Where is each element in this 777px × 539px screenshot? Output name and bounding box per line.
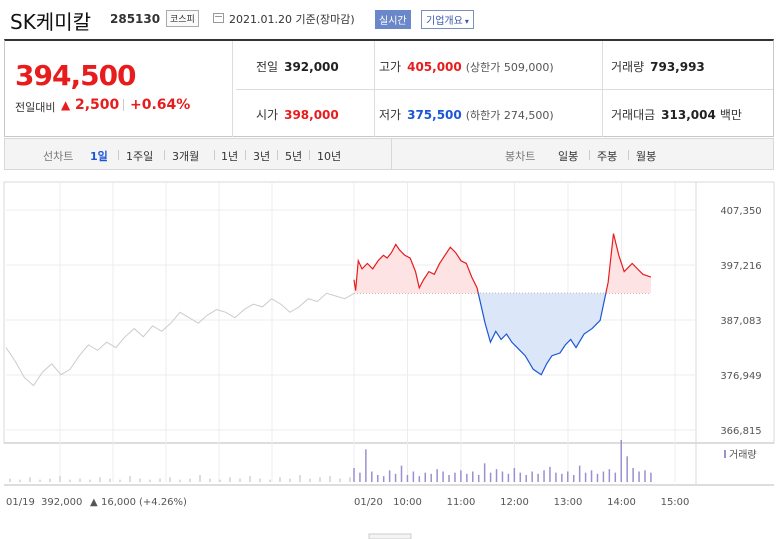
divider: [164, 150, 165, 160]
divider: [214, 150, 215, 160]
divider: [118, 150, 119, 160]
tab-1w[interactable]: 1주일: [126, 150, 154, 163]
divider: [309, 150, 310, 160]
realtime-button[interactable]: 실시간: [375, 10, 411, 29]
tab-1y[interactable]: 1년: [221, 150, 239, 163]
stock-header: SK케미칼 285130 코스피 2021.01.20 기준(장마감) 실시간 …: [0, 0, 777, 38]
current-price: 394,500: [15, 59, 137, 92]
y-tick-label: 397,216: [720, 261, 761, 272]
prev-day-change-pct: (+4.26%): [139, 497, 187, 508]
high-price: 고가 405,000 (상한가 509,000): [379, 60, 554, 74]
tab-1d[interactable]: 1일: [90, 150, 108, 163]
plot-frame: [3, 181, 775, 444]
price-line-up: [353, 243, 479, 294]
x-tick-label: 10:00: [393, 497, 422, 508]
y-tick-label: 407,350: [720, 206, 761, 217]
tab-monthly-candle[interactable]: 월봉: [636, 150, 657, 163]
x-tick-label: 12:00: [500, 497, 529, 508]
prev-day-change: 16,000: [101, 497, 136, 508]
corp-overview-button[interactable]: 기업개요 ▾: [421, 10, 474, 29]
price-line-down: [477, 293, 607, 376]
corp-overview-label: 기업개요: [426, 16, 463, 27]
divider: [589, 150, 590, 160]
low-price: 저가 375,500 (하한가 274,500): [379, 108, 554, 122]
change-label: 전일대비: [15, 101, 56, 114]
change-percent: +0.64%: [130, 97, 191, 113]
stock-code: 285130: [110, 12, 161, 26]
divider: [628, 150, 629, 160]
quote-date: 2021.01.20 기준(장마감): [229, 13, 355, 26]
y-tick-label: 366,815: [720, 426, 761, 437]
y-tick-label: 387,083: [720, 316, 761, 327]
open-price: 시가 398,000: [256, 108, 339, 122]
market-badge: 코스피: [166, 10, 199, 27]
prev-close: 전일 392,000: [256, 60, 339, 74]
price-line-up: [605, 233, 652, 294]
divider: [391, 139, 392, 169]
x-tick-label: 11:00: [447, 497, 476, 508]
stock-name: SK케미칼: [10, 10, 92, 34]
tab-daily-candle[interactable]: 일봉: [558, 150, 579, 163]
price-chart: 407,350 397,216 387,083 376,949 366,815 01/20…: [3, 181, 775, 539]
prev-day-line: [5, 292, 355, 387]
x-tick-label: 15:00: [661, 497, 690, 508]
volume: 거래량 793,993: [611, 60, 705, 74]
chart-tabs: 선차트 1일 1주일 3개월 1년 3년 5년 10년 봉차트 일봉 주봉 월봉: [4, 138, 774, 170]
down-area: [478, 293, 606, 375]
candle-chart-label: 봉차트: [505, 150, 536, 163]
calendar-icon: [213, 13, 224, 23]
tab-10y[interactable]: 10년: [317, 150, 342, 163]
up-arrow-icon: ▲: [90, 497, 98, 508]
divider: [232, 41, 233, 137]
tab-5y[interactable]: 5년: [285, 150, 303, 163]
x-tick-label: 13:00: [554, 497, 583, 508]
divider: [245, 150, 246, 160]
y-tick-label: 376,949: [720, 371, 761, 382]
change-amount: 2,500: [75, 97, 120, 113]
volume-legend-label: 거래량: [729, 449, 757, 461]
up-arrow-icon: ▲: [61, 98, 71, 112]
line-chart-label: 선차트: [43, 150, 74, 163]
tab-3m[interactable]: 3개월: [172, 150, 200, 163]
x-tick-label: 14:00: [607, 497, 636, 508]
divider: [123, 99, 124, 111]
tab-3y[interactable]: 3년: [253, 150, 271, 163]
chevron-down-icon: ▾: [464, 17, 469, 26]
prev-day-date: 01/19: [6, 497, 35, 508]
divider: [236, 89, 773, 90]
divider: [277, 150, 278, 160]
prev-day-close: 392,000: [41, 497, 82, 508]
quote-summary: 394,500 전일대비 ▲ 2,500 +0.64% 전일 392,000 시가…: [4, 39, 774, 137]
volume-legend-swatch: [724, 450, 726, 458]
scroll-handle: [368, 533, 412, 539]
x-tick-label: 01/20: [354, 497, 383, 508]
tab-weekly-candle[interactable]: 주봉: [597, 150, 618, 163]
trade-amount: 거래대금 313,004 백만: [611, 108, 742, 122]
